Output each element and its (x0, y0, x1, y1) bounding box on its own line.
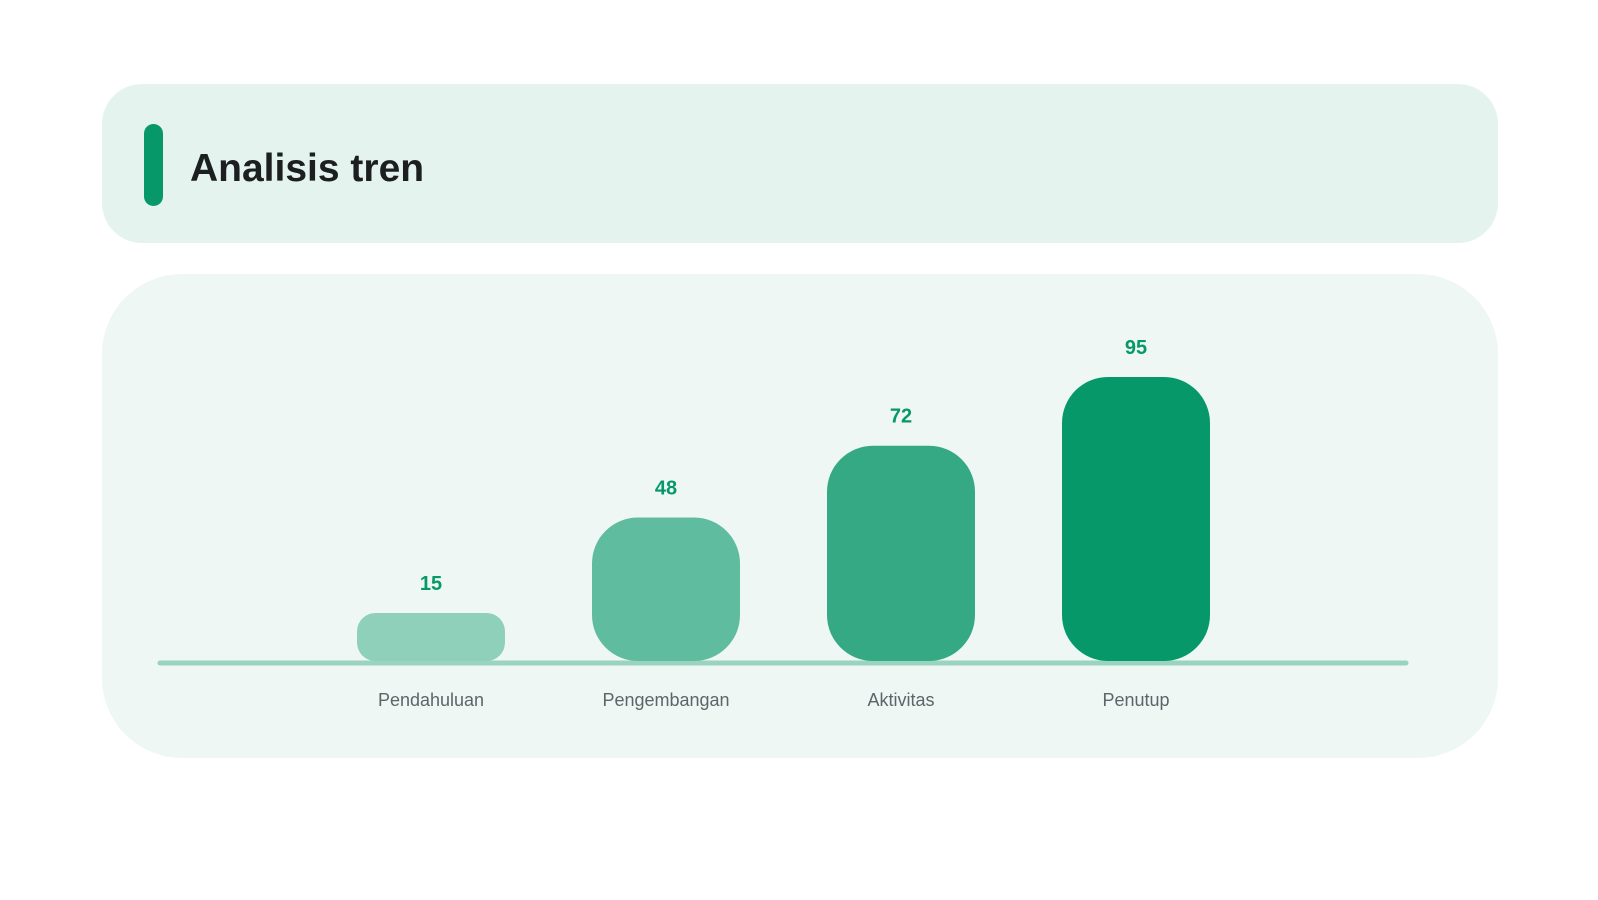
value-label: 48 (655, 477, 677, 499)
category-label: Pendahuluan (378, 690, 484, 710)
bar-pengembangan (592, 517, 740, 661)
page-title: Analisis tren (190, 147, 425, 190)
category-label: Penutup (1102, 690, 1169, 710)
value-label: 15 (420, 573, 442, 595)
value-label: 95 (1125, 337, 1147, 359)
value-label: 72 (890, 406, 912, 428)
header-card: Analisis tren (102, 84, 1498, 243)
category-label: Pengembangan (602, 690, 729, 710)
title-accent-bar (144, 124, 163, 206)
bar-penutup (1062, 376, 1210, 661)
chart-card: 15 Pendahuluan 48 Pengembangan 72 Aktivitas 95… (102, 274, 1498, 758)
bar-pendahuluan (357, 613, 505, 661)
category-label: Aktivitas (867, 690, 934, 710)
bar-aktivitas (827, 445, 975, 661)
bar-chart: 15 Pendahuluan 48 Pengembangan 72 Aktivitas 95… (157, 337, 1409, 710)
